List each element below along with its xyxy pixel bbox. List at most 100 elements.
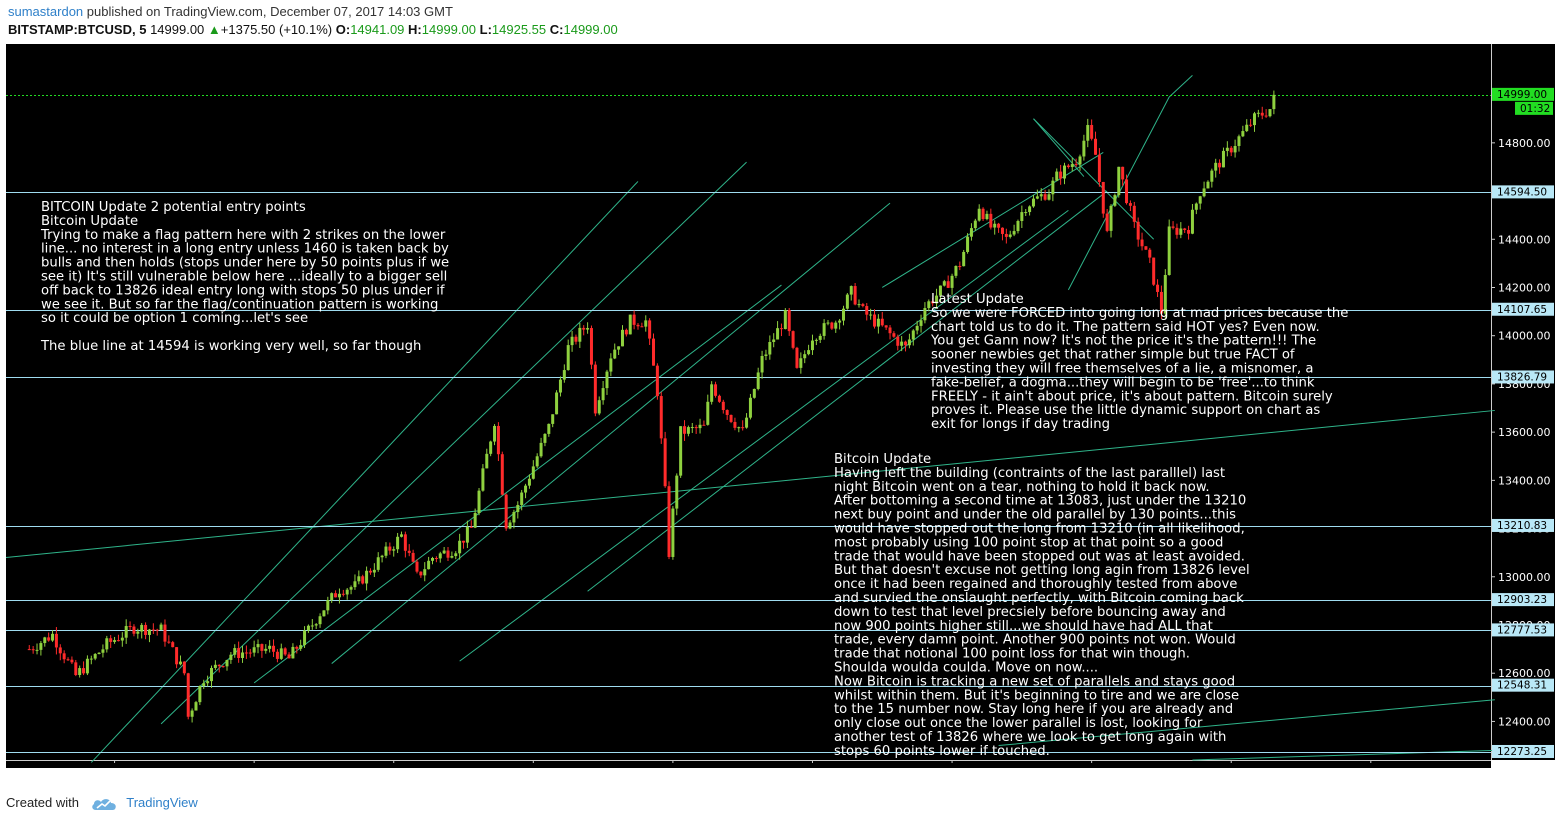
candle-body[interactable] (826, 322, 830, 324)
candle-body[interactable] (469, 526, 473, 528)
candle-body[interactable] (892, 333, 896, 337)
candle-body[interactable] (993, 223, 997, 228)
candle-body[interactable] (322, 610, 326, 617)
candle-body[interactable] (268, 645, 272, 649)
candle-body[interactable] (446, 550, 450, 558)
candle-body[interactable] (969, 228, 973, 237)
candle-body[interactable] (334, 593, 338, 598)
candle-body[interactable] (710, 384, 714, 402)
candle-body[interactable] (1179, 228, 1183, 235)
candle-body[interactable] (1214, 162, 1218, 171)
candle-body[interactable] (341, 593, 345, 595)
trend-line[interactable] (1168, 74, 1193, 98)
candle-body[interactable] (1117, 166, 1121, 196)
candle-body[interactable] (1109, 205, 1113, 231)
candle-body[interactable] (512, 512, 516, 523)
candle-body[interactable] (1148, 249, 1152, 258)
candle-body[interactable] (601, 388, 605, 401)
level-price-box[interactable] (1492, 185, 1554, 199)
candle-body[interactable] (244, 652, 248, 654)
candle-body[interactable] (841, 308, 845, 321)
candle-body[interactable] (1159, 291, 1163, 314)
candle-body[interactable] (58, 647, 62, 654)
candle-body[interactable] (481, 468, 485, 491)
candle-body[interactable] (376, 557, 380, 570)
candle-body[interactable] (776, 328, 780, 340)
candle-body[interactable] (760, 355, 764, 373)
candle-body[interactable] (907, 339, 911, 346)
price-chart[interactable]: BITCOIN Update 2 potential entry pointsB… (5, 44, 1555, 779)
candle-body[interactable] (295, 646, 299, 649)
candle-body[interactable] (237, 648, 241, 658)
candle-body[interactable] (489, 441, 493, 454)
candle-body[interactable] (423, 569, 427, 576)
candle-body[interactable] (706, 401, 710, 425)
candle-body[interactable] (1086, 125, 1090, 141)
candle-body[interactable] (1260, 112, 1264, 116)
candle-body[interactable] (66, 659, 70, 661)
candle-body[interactable] (686, 427, 690, 434)
candle-body[interactable] (147, 629, 151, 635)
candle-body[interactable] (372, 569, 376, 573)
candle-body[interactable] (1039, 194, 1043, 197)
candle-body[interactable] (252, 647, 256, 653)
candle-body[interactable] (186, 673, 190, 717)
candle-body[interactable] (876, 318, 880, 327)
candle-body[interactable] (923, 308, 927, 321)
candle-body[interactable] (1140, 239, 1144, 247)
candle-body[interactable] (683, 426, 687, 434)
candle-body[interactable] (803, 354, 807, 359)
candle-body[interactable] (589, 328, 593, 365)
candle-body[interactable] (582, 327, 586, 330)
candle-body[interactable] (283, 648, 287, 655)
trend-line[interactable] (253, 284, 782, 684)
candle-body[interactable] (702, 424, 706, 426)
candle-body[interactable] (535, 456, 539, 467)
candle-body[interactable] (438, 553, 442, 559)
candle-body[interactable] (586, 328, 590, 330)
candle-body[interactable] (396, 536, 400, 550)
level-price-box[interactable] (1492, 678, 1554, 692)
candle-body[interactable] (938, 285, 942, 296)
candle-body[interactable] (1136, 221, 1140, 240)
candle-body[interactable] (977, 208, 981, 221)
candle-body[interactable] (935, 295, 939, 304)
candle-body[interactable] (717, 395, 721, 402)
candle-body[interactable] (838, 320, 842, 323)
candle-body[interactable] (1016, 221, 1020, 232)
candle-body[interactable] (787, 310, 791, 332)
candle-body[interactable] (1004, 233, 1008, 237)
candle-body[interactable] (493, 425, 497, 442)
candle-body[interactable] (1167, 226, 1171, 275)
candle-body[interactable] (1229, 147, 1233, 153)
candle-body[interactable] (1206, 181, 1210, 189)
candle-body[interactable] (434, 557, 438, 559)
candle-body[interactable] (1012, 231, 1016, 235)
trend-line[interactable] (5, 409, 1495, 558)
candle-body[interactable] (733, 421, 737, 428)
candle-body[interactable] (175, 647, 179, 665)
candle-body[interactable] (729, 414, 733, 422)
candle-body[interactable] (810, 340, 814, 351)
candle-body[interactable] (462, 540, 466, 543)
level-price-box[interactable] (1492, 87, 1554, 101)
candle-body[interactable] (698, 424, 702, 429)
candle-body[interactable] (1070, 164, 1074, 168)
candle-body[interactable] (648, 320, 652, 339)
candle-body[interactable] (310, 625, 314, 627)
candle-body[interactable] (380, 555, 384, 558)
candle-body[interactable] (659, 396, 663, 439)
candle-body[interactable] (783, 310, 787, 330)
candle-body[interactable] (853, 286, 857, 305)
candle-body[interactable] (694, 427, 698, 429)
candle-body[interactable] (989, 213, 993, 228)
candle-body[interactable] (105, 638, 109, 650)
plot-background[interactable] (6, 44, 1491, 760)
candle-body[interactable] (1055, 171, 1059, 181)
candle-body[interactable] (578, 327, 582, 342)
candle-body[interactable] (120, 637, 124, 641)
candle-body[interactable] (93, 654, 97, 659)
candle-body[interactable] (419, 571, 423, 576)
